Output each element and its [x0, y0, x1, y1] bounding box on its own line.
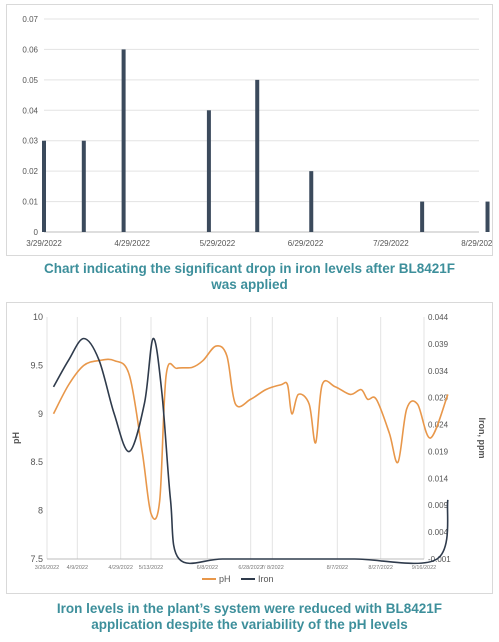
x-tick-label: 4/9/2022: [67, 565, 88, 571]
right-y-tick-label: 0.034: [428, 367, 449, 376]
bar: [121, 49, 126, 232]
iron-bar-chart-panel: 0 0.01 0.02 0.03 0.04 0.05 0.06 0.07 3/29/2022 4/…: [6, 4, 497, 256]
x-tick-label: 6/29/2022: [288, 239, 324, 248]
right-y-tick-label: 0.039: [428, 340, 449, 349]
x-tick-label: 6/8/2022: [197, 565, 218, 571]
x-tick-label: 8/7/2022: [327, 565, 348, 571]
y-tick-label: 0.05: [22, 76, 38, 85]
right-y-tick-label: 0.044: [428, 313, 449, 322]
left-y-tick-label: 8.5: [30, 457, 43, 467]
left-y-tick-label: 10: [33, 312, 43, 322]
right-y-tick-label: 0.014: [428, 474, 449, 483]
line-chart-caption-line-1: Iron levels in the plant’s system were r…: [56, 601, 443, 616]
right-y-tick-label: 0.019: [428, 447, 449, 456]
x-tick-label: 7/ 8/2022: [261, 565, 284, 571]
legend-label-iron: Iron: [258, 574, 274, 584]
right-y-axis-label: Iron, ppm: [477, 418, 487, 459]
ph-iron-line-chart: 3/26/2022 4/9/2022 4/29/2022 5/13/2022 6/8/2…: [11, 312, 487, 584]
bar: [420, 201, 425, 232]
right-y-tick-label: -0.001: [428, 555, 451, 564]
bar-chart-caption-line-1: Chart indicating the significant drop in…: [43, 261, 456, 276]
x-tick-label: 3/26/2022: [35, 565, 59, 571]
x-tick-label: 4/29/2022: [114, 239, 150, 248]
bar-chart-caption: Chart indicating the significant drop in…: [0, 261, 499, 293]
bar: [255, 79, 260, 232]
y-tick-label: 0.06: [22, 45, 38, 54]
x-tick-label: 9/16/2022: [412, 565, 436, 571]
right-y-tick-label: 0.024: [428, 421, 449, 430]
bar: [206, 110, 211, 232]
x-tick-label: 4/29/2022: [108, 565, 132, 571]
iron-series-line: [52, 337, 449, 565]
left-y-tick-label: 7.5: [30, 554, 43, 564]
bar: [81, 140, 86, 232]
bar: [309, 171, 314, 232]
right-y-tick-label: 0.009: [428, 501, 449, 510]
iron-bar-chart: 0 0.01 0.02 0.03 0.04 0.05 0.06 0.07 3/29/2022 4/…: [22, 15, 497, 248]
ph-series-line: [52, 345, 449, 520]
y-tick-label: 0.04: [22, 106, 38, 115]
left-y-tick-label: 9: [38, 409, 43, 419]
left-y-axis-label: pH: [11, 432, 21, 444]
ph-iron-line-chart-panel: 3/26/2022 4/9/2022 4/29/2022 5/13/2022 6/8/2…: [6, 302, 493, 594]
y-tick-label: 0.03: [22, 137, 38, 146]
x-tick-label: 8/29/2022: [461, 239, 492, 248]
y-tick-label: 0.01: [22, 198, 38, 207]
bar: [42, 140, 46, 232]
bar-chart-caption-line-2: was applied: [211, 277, 288, 292]
y-tick-label: 0.02: [22, 167, 38, 176]
x-tick-label: 5/13/2022: [139, 565, 163, 571]
y-tick-label: 0.07: [22, 15, 38, 24]
x-tick-label: 6/28/2022: [238, 565, 262, 571]
line-chart-caption-line-2: application despite the variability of t…: [91, 617, 408, 632]
bar: [485, 201, 490, 232]
x-tick-label: 3/29/2022: [26, 239, 62, 248]
line-chart-caption: Iron levels in the plant’s system were r…: [0, 601, 499, 633]
x-tick-label: 5/29/2022: [200, 239, 236, 248]
x-tick-label: 8/27/2022: [368, 565, 392, 571]
y-tick-label: 0: [34, 228, 39, 237]
left-y-tick-label: 8: [38, 506, 43, 516]
legend-label-ph: pH: [219, 574, 231, 584]
right-y-tick-label: 0.029: [428, 394, 449, 403]
right-y-tick-label: 0.004: [428, 528, 449, 537]
left-y-tick-label: 9.5: [30, 360, 43, 370]
x-tick-label: 7/29/2022: [373, 239, 409, 248]
